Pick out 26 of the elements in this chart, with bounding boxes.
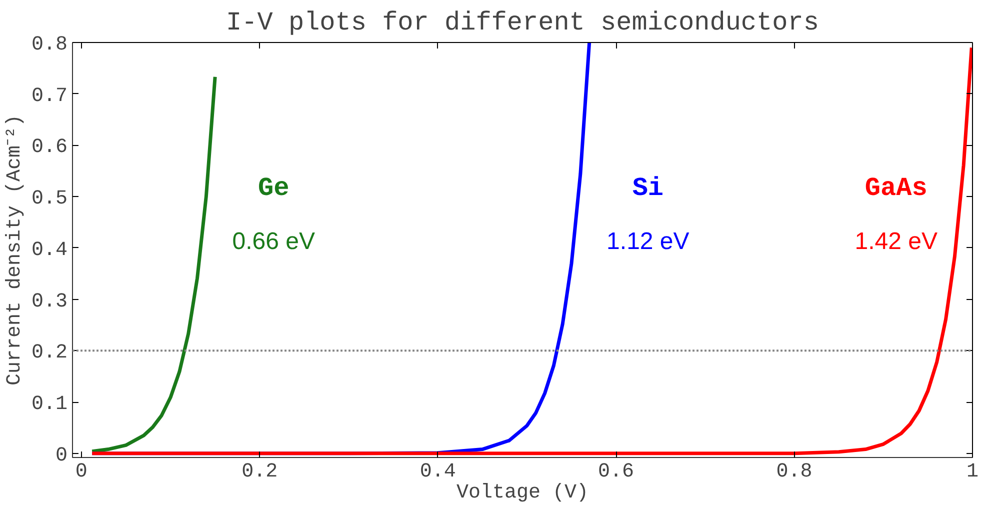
y-tick-label: 0.5 bbox=[31, 188, 68, 211]
line-series bbox=[90, 75, 217, 454]
line-series bbox=[90, 46, 972, 456]
y-tick-label: 0 bbox=[56, 444, 68, 468]
x-tick-label: 0.2 bbox=[242, 460, 278, 484]
y-axis-title: Current density (Acm⁻²) bbox=[3, 114, 26, 386]
y-tick-label: 0.3 bbox=[31, 290, 68, 314]
x-tick-label: 0.4 bbox=[420, 460, 456, 484]
x-tick-label: 1 bbox=[966, 460, 979, 484]
x-axis-title: Voltage (V) bbox=[456, 482, 589, 504]
y-tick-label: 0.8 bbox=[31, 34, 68, 56]
annotation: 1.42 eV bbox=[854, 228, 938, 256]
y-tick-label: 0.2 bbox=[31, 342, 68, 365]
x-tick-label: 0.8 bbox=[776, 460, 812, 484]
y-tick-label: 0.7 bbox=[31, 84, 68, 108]
y-tick-label: 0.4 bbox=[31, 238, 68, 262]
y-tick-label: 0.1 bbox=[31, 393, 68, 416]
annotation: 0.66 eV bbox=[232, 228, 316, 256]
annotation: 1.12 eV bbox=[606, 228, 690, 256]
y-tick-label: 0.6 bbox=[31, 136, 68, 160]
series-label: Ge bbox=[258, 172, 290, 203]
x-tick-label: 0 bbox=[75, 460, 88, 484]
x-tick-label: 0.6 bbox=[598, 460, 634, 484]
series-label: GaAs bbox=[864, 172, 928, 203]
chart-title: I-V plots for different semiconductors bbox=[226, 8, 819, 38]
series-label: Si bbox=[632, 172, 664, 203]
